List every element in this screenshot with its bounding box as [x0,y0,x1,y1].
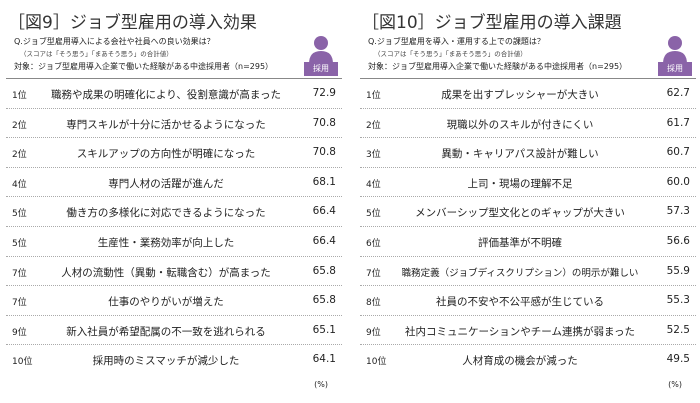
item-label: 成果を出すプレッシャーが大きい [441,89,599,101]
target: 対象：ジョブ型雇用導入企業で働いた経験がある中途採用者（n=295） [14,62,274,71]
note: （スコアは「そう思う」「まあそう思う」の合計値） [20,50,173,58]
item-label: 専門スキルが十分に活かせるようになった [66,118,266,131]
question: Q.ジョブ型雇用導入による会社や社員への良い効果は？ [14,37,215,46]
rank: 5位 [12,209,27,220]
note: （スコアは「そう思う」「まあそう思う」の合計値） [374,50,527,58]
rank: 10位 [12,357,33,368]
item-label: 人材の流動性（異動・転職含む）が高まった [61,266,271,279]
value: 65.1 [312,323,336,336]
rank: 9位 [366,327,381,338]
item-label: 上司・現場の理解不足 [467,177,573,190]
rank: 7位 [366,268,381,279]
rank: 7位 [12,298,27,309]
table-row: 9位 新入社員が希望配属の不一致を逃れられる 65.1 [6,314,342,346]
value: 65.8 [312,294,336,307]
item-label: 生産性・業務効率が向上した [97,237,235,249]
item-label: メンバーシップ型文化とのギャップが大きい [415,207,625,220]
value: 60.7 [666,146,690,159]
table-row: 5位 メンバーシップ型文化とのギャップが大きい 57.3 [360,196,696,227]
item-label: 社員の不安や不公平感が生じている [436,296,604,309]
item-label: 評価基準が不明確 [478,237,562,249]
person-icon [663,36,687,64]
table-row: 8位 社員の不安や不公平感が生じている 55.3 [360,285,696,316]
badge: 採用 [304,34,338,76]
unit: (%) [314,380,328,389]
table-row: 7位 仕事のやりがいが増えた 65.8 [6,285,342,316]
rank: 2位 [12,120,27,131]
table-row: 5位 働き方の多様化に対応できるようになった 66.4 [6,196,342,227]
rank: 4位 [12,179,27,190]
item-label: 採用時のミスマッチが減少した [92,355,240,368]
rank: 1位 [12,91,27,101]
item-label: 人材育成の機会が減った [462,355,578,368]
value: 70.8 [312,116,336,129]
value: 61.7 [666,116,690,129]
table-row: 4位 上司・現場の理解不足 60.0 [360,166,696,198]
table-row: 1位 職務や成果の明確化により、役割意識が高まった 72.9 [6,78,342,109]
rank: 2位 [366,120,381,131]
unit: (%) [668,380,682,389]
value: 57.3 [666,205,690,218]
rank: 5位 [12,239,27,249]
table-row: 2位 専門スキルが十分に活かせるようになった 70.8 [6,107,342,139]
rank: 8位 [366,298,381,309]
item-label: 現職以外のスキルが付きにくい [446,118,594,131]
table-row: 10位 人材育成の機会が減った 49.5 [360,344,696,375]
rank: 3位 [366,150,381,161]
item-label: 新入社員が希望配属の不一致を逃れられる [66,325,266,338]
value: 65.8 [312,264,336,277]
table-row: 1位 成果を出すプレッシャーが大きい 62.7 [360,78,696,109]
item-label: 異動・キャリアパス設計が難しい [441,148,599,161]
item-label: 社内コミュニケーションやチーム連携が弱まった [404,325,636,338]
person-icon [309,36,333,64]
rank: 4位 [366,179,381,190]
value: 68.1 [312,175,336,188]
value: 62.7 [666,87,690,99]
table-row: 10位 採用時のミスマッチが減少した 64.1 [6,344,342,375]
value: 55.9 [666,264,690,277]
panel: ［図10］ジョブ型雇用の導入課題 Q.ジョブ型雇用を導入・運用する上での課題は？ （… [360,0,696,403]
item-label: 仕事のやりがいが増えた [108,296,224,309]
table-row: 2位 スキルアップの方向性が明確になった 70.8 [6,137,342,168]
item-label: スキルアップの方向性が明確になった [76,148,256,161]
value: 70.8 [312,146,336,159]
rank: 2位 [12,150,27,161]
table-row: 4位 専門人材の活躍が進んだ 68.1 [6,166,342,198]
value: 66.4 [312,205,336,218]
rank: 10位 [366,357,387,368]
rank: 1位 [366,91,381,101]
table-row: 3位 異動・キャリアパス設計が難しい 60.7 [360,137,696,168]
value: 55.3 [666,294,690,307]
question: Q.ジョブ型雇用を導入・運用する上での課題は？ [368,37,545,46]
value: 72.9 [312,87,336,99]
panel-title: ［図10］ジョブ型雇用の導入課題 [362,13,622,33]
value: 66.4 [312,235,336,247]
value: 56.6 [666,235,690,247]
rank: 9位 [12,327,27,338]
table-row: 9位 社内コミュニケーションやチーム連携が弱まった 52.5 [360,314,696,346]
table-row: 7位 人材の流動性（異動・転職含む）が高まった 65.8 [6,255,342,287]
item-label: 専門人材の活躍が進んだ [108,177,224,190]
value: 64.1 [312,353,336,366]
rank: 5位 [366,209,381,220]
panel: ［図9］ジョブ型雇用の導入効果 Q.ジョブ型雇用導入による会社や社員への良い効果は… [6,0,342,403]
item-label: 職務定義（ジョブディスクリプション）の明示が難しい [401,267,639,279]
value: 52.5 [666,323,690,336]
table-row: 6位 評価基準が不明確 56.6 [360,226,696,257]
table-row: 7位 職務定義（ジョブディスクリプション）の明示が難しい 55.9 [360,255,696,287]
rank: 7位 [12,268,27,279]
badge-label: 採用 [304,62,338,76]
badge: 採用 [658,34,692,76]
value: 60.0 [666,175,690,188]
table-row: 2位 現職以外のスキルが付きにくい 61.7 [360,107,696,139]
target: 対象：ジョブ型雇用導入企業で働いた経験がある中途採用者（n=295） [368,62,628,71]
panel-title: ［図9］ジョブ型雇用の導入効果 [8,13,257,33]
item-label: 職務や成果の明確化により、役割意識が高まった [51,89,281,101]
item-label: 働き方の多様化に対応できるようになった [66,207,266,220]
badge-label: 採用 [658,62,692,76]
value: 49.5 [666,353,690,366]
rank: 6位 [366,239,381,249]
table-row: 5位 生産性・業務効率が向上した 66.4 [6,226,342,257]
